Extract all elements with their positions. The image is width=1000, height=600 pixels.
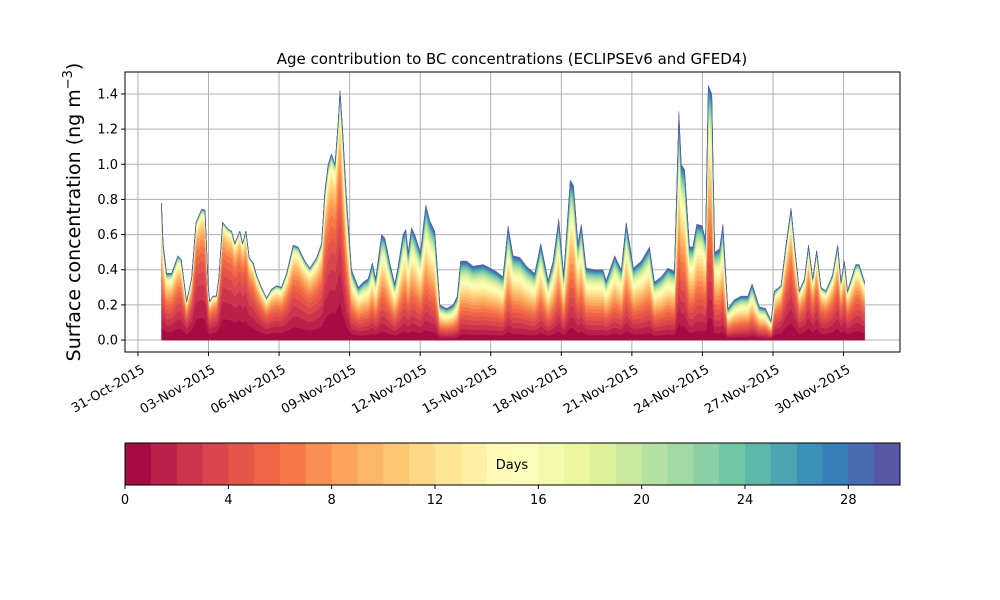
x-tick-label: 15-Nov-2015	[420, 362, 500, 417]
colorbar-bin	[512, 443, 539, 485]
x-tick-label: 06-Nov-2015	[208, 362, 288, 417]
colorbar-bin	[486, 443, 513, 485]
colorbar-bin	[796, 443, 823, 485]
colorbar-bin	[305, 443, 333, 485]
plot-frame	[124, 71, 901, 353]
colorbar-label: Days	[496, 458, 529, 473]
colorbar-tick-label: 28	[840, 493, 857, 508]
colorbar-bin	[383, 443, 410, 485]
colorbar-bin	[667, 443, 694, 485]
colorbar-bin	[590, 443, 617, 485]
colorbar-bin	[874, 443, 901, 485]
stacked-areas	[161, 85, 865, 341]
colorbar-bin	[150, 443, 178, 485]
colorbar-bin	[254, 443, 281, 485]
chart-title: Age contribution to BC concentrations (E…	[277, 50, 748, 68]
colorbar-bin	[331, 443, 358, 485]
y-axis: 0.0 0.2 0.4 0.6 0.8 1.0 1.2 1.4	[97, 87, 125, 349]
colorbar-frame	[124, 442, 901, 486]
colorbar-tick-label: 12	[427, 493, 444, 508]
colorbar-bin	[280, 443, 307, 485]
y-tick-label: 1.2	[97, 123, 118, 138]
colorbar-tick-label: 0	[121, 493, 129, 508]
colorbar-bin	[409, 443, 436, 485]
colorbar-bin	[615, 443, 643, 485]
x-tick-label: 18-Nov-2015	[491, 362, 571, 417]
x-tick-label: 24-Nov-2015	[632, 362, 712, 417]
colorbar-bin	[564, 443, 591, 485]
y-tick-label: 1.0	[97, 158, 118, 173]
colorbar-bin	[848, 443, 875, 485]
colorbar-bin	[745, 443, 772, 485]
colorbar-bin	[460, 443, 488, 485]
colorbar-tick-label: 16	[530, 493, 547, 508]
colorbar-bin	[176, 443, 203, 485]
colorbar: 0 4 8 12 16 20 24 28	[121, 442, 901, 508]
colorbar-tick-label: 4	[224, 493, 232, 508]
y-axis-label: Surface concentration (ng m−3)	[61, 63, 85, 362]
colorbar-bin	[641, 443, 668, 485]
y-axis-label-text: Surface concentration (ng m	[63, 89, 85, 361]
x-tick-label: 03-Nov-2015	[138, 362, 218, 417]
x-tick-label: 12-Nov-2015	[349, 362, 429, 417]
y-tick-label: 1.4	[97, 87, 118, 102]
colorbar-bin	[435, 443, 462, 485]
x-tick-label: 30-Nov-2015	[773, 362, 853, 417]
colorbar-bin	[693, 443, 720, 485]
colorbar-bin	[719, 443, 746, 485]
colorbar-bin	[125, 443, 152, 485]
x-tick-label: 09-Nov-2015	[279, 362, 359, 417]
x-tick-label: 27-Nov-2015	[702, 362, 782, 417]
x-axis: 31-Oct-201503-Nov-201506-Nov-201509-Nov-…	[69, 352, 853, 417]
colorbar-bin	[357, 443, 384, 485]
colorbar-bin	[538, 443, 565, 485]
colorbar-bin	[770, 443, 798, 485]
colorbar-bin	[202, 443, 229, 485]
colorbar-tick-label: 24	[737, 493, 754, 508]
colorbar-bin	[228, 443, 255, 485]
y-tick-label: 0.6	[97, 228, 118, 243]
y-tick-label: 0.4	[97, 263, 118, 278]
colorbar-tick-label: 8	[328, 493, 336, 508]
age-layer-29-30-days	[161, 85, 865, 322]
colorbar-bin	[822, 443, 849, 485]
y-tick-label: 0.0	[97, 334, 118, 349]
y-axis-label-close: )	[63, 63, 85, 70]
y-tick-label: 0.8	[97, 193, 118, 208]
colorbar-tick-label: 20	[633, 493, 650, 508]
x-tick-label: 21-Nov-2015	[561, 362, 641, 417]
x-tick-label: 31-Oct-2015	[69, 362, 147, 416]
y-axis-label-sup: −3	[61, 70, 76, 89]
y-tick-label: 0.2	[97, 298, 118, 313]
